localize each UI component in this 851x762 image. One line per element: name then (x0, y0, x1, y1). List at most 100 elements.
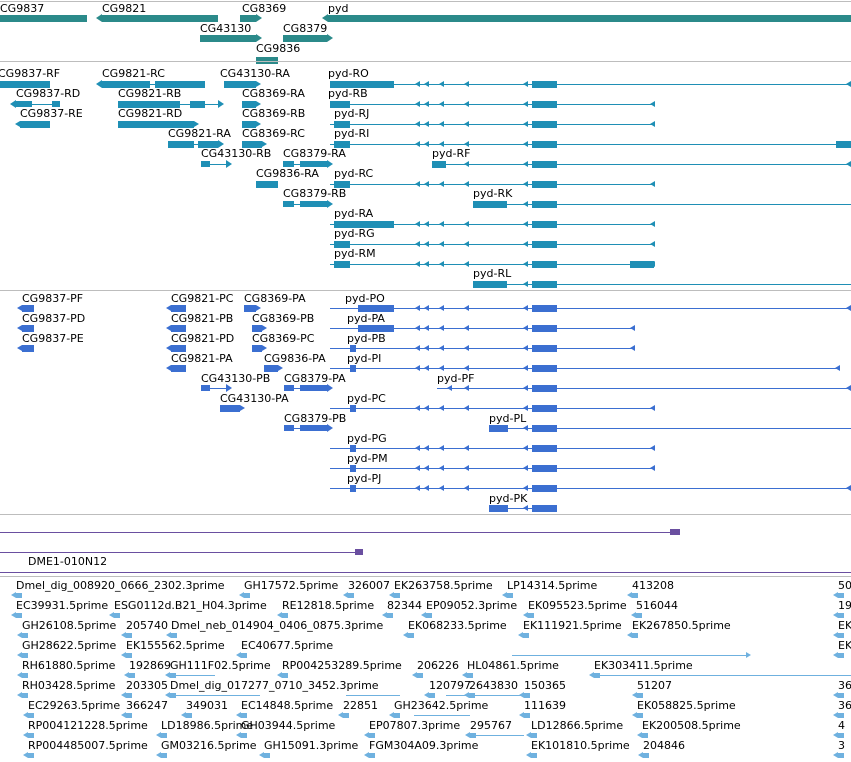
est-track-label[interactable]: Dmel_dig_008920_0666_2302.3prime (16, 579, 225, 592)
est-feature[interactable] (22, 632, 28, 638)
protein-track-label[interactable]: CG8369-PB (252, 312, 315, 325)
est-track-label[interactable]: EC40677.5prime (241, 639, 334, 652)
est-track-label[interactable]: GH26108.5prime (22, 619, 117, 632)
exon-block[interactable] (171, 304, 186, 312)
est-feature[interactable] (531, 732, 537, 738)
exon-block[interactable] (118, 120, 194, 128)
est-track-label[interactable]: RP004121228.5prime (28, 719, 148, 732)
exon-block[interactable] (252, 344, 262, 352)
est-feature[interactable] (241, 652, 247, 658)
exon-block[interactable] (532, 180, 557, 188)
gene-CG8379[interactable] (283, 34, 327, 42)
est-feature[interactable] (632, 592, 638, 598)
protein-track-label[interactable]: CG9837-PF (22, 292, 84, 305)
exon-block[interactable] (532, 324, 557, 332)
exon-block[interactable] (334, 220, 394, 228)
transcript-track-label[interactable]: CG9837-RD (16, 87, 81, 100)
exon-block[interactable] (300, 425, 327, 431)
exon-block[interactable] (201, 385, 210, 391)
est-track-label[interactable]: 82344 (387, 599, 422, 612)
intron-line[interactable] (330, 488, 851, 489)
protein-track-label[interactable]: pyd-PG (347, 432, 387, 445)
est-feature[interactable] (838, 592, 844, 598)
est-track-label[interactable]: LD18986.5prime (161, 719, 254, 732)
intron-line[interactable] (330, 348, 635, 349)
transcript-track-label[interactable]: CG9837-RE (20, 107, 83, 120)
transcript-track-label[interactable]: CG8369-RB (242, 107, 306, 120)
est-span[interactable] (346, 695, 400, 696)
est-feature[interactable] (22, 672, 28, 678)
est-span[interactable] (176, 695, 260, 696)
est-track-label[interactable]: 150365 (524, 679, 566, 692)
intron-line[interactable] (330, 104, 655, 105)
exon-block[interactable] (432, 160, 446, 168)
gene-track-label[interactable]: CG9837 (0, 2, 45, 15)
intron-line[interactable] (330, 368, 840, 369)
est-feature[interactable] (387, 612, 393, 618)
exon-block[interactable] (300, 161, 327, 167)
est-feature[interactable] (467, 672, 473, 678)
est-feature[interactable] (636, 612, 642, 618)
protein-track-label[interactable]: pyd-PM (347, 452, 388, 465)
exon-block[interactable] (532, 484, 557, 492)
est-track-label[interactable]: EK267850.5prime (632, 619, 731, 632)
protein-track-label[interactable]: pyd-PK (489, 492, 528, 505)
exon-block[interactable] (489, 424, 508, 432)
est-feature[interactable] (348, 592, 354, 598)
intron-line[interactable] (473, 284, 851, 285)
exon-block[interactable] (473, 200, 507, 208)
intron-line[interactable] (330, 184, 655, 185)
est-feature[interactable] (22, 692, 28, 698)
est-feature[interactable] (632, 632, 638, 638)
est-track-label[interactable]: 36 (838, 699, 851, 712)
est-feature[interactable] (28, 712, 34, 718)
est-feature[interactable] (129, 672, 135, 678)
protein-track-label[interactable]: CG8369-PC (252, 332, 315, 345)
exon-block[interactable] (224, 80, 256, 88)
gene-CG9821[interactable] (102, 14, 218, 22)
intron-line[interactable] (437, 388, 851, 389)
est-track-label[interactable]: 19 (838, 599, 851, 612)
exon-block[interactable] (532, 304, 557, 312)
est-track-label[interactable]: LP14314.5prime (507, 579, 598, 592)
intron-line[interactable] (473, 204, 851, 205)
exon-block[interactable] (22, 324, 34, 332)
exon-block[interactable] (171, 324, 186, 332)
clone-end[interactable] (670, 529, 680, 535)
est-track-label[interactable]: 413208 (632, 579, 674, 592)
clone-line[interactable] (0, 552, 363, 553)
est-track-label[interactable]: RH61880.5prime (22, 659, 116, 672)
exon-block[interactable] (532, 404, 557, 412)
exon-block[interactable] (244, 304, 256, 312)
exon-block[interactable] (284, 425, 294, 431)
exon-block[interactable] (532, 424, 557, 432)
est-track-label[interactable]: GH17572.5prime (244, 579, 339, 592)
est-track-label[interactable]: 50 (838, 579, 851, 592)
exon-block[interactable] (242, 100, 256, 108)
protein-track-label[interactable]: CG9821-PB (171, 312, 234, 325)
exon-block[interactable] (532, 220, 557, 228)
est-feature[interactable] (838, 692, 844, 698)
exon-block[interactable] (350, 344, 356, 352)
est-feature[interactable] (426, 612, 432, 618)
intron-line[interactable] (330, 264, 655, 265)
protein-track-label[interactable]: CG43130-PA (220, 392, 289, 405)
clone-end[interactable] (355, 549, 363, 555)
clone-line[interactable] (0, 532, 680, 533)
est-track-label[interactable]: EK200508.5prime (642, 719, 741, 732)
protein-track-label[interactable]: pyd-PL (489, 412, 527, 425)
est-feature[interactable] (369, 752, 375, 758)
est-span[interactable] (170, 675, 215, 676)
transcript-track-label[interactable]: pyd-RI (334, 127, 370, 140)
intron-line[interactable] (102, 84, 205, 85)
protein-track-label[interactable]: CG9821-PC (171, 292, 234, 305)
exon-block[interactable] (0, 80, 50, 88)
clone-line[interactable] (0, 572, 851, 573)
est-track-label[interactable]: 51207 (637, 679, 672, 692)
protein-track-label[interactable]: pyd-PC (347, 392, 386, 405)
exon-block[interactable] (350, 464, 356, 472)
exon-block[interactable] (242, 120, 256, 128)
exon-block[interactable] (220, 404, 240, 412)
est-feature[interactable] (417, 672, 423, 678)
est-feature[interactable] (429, 692, 435, 698)
